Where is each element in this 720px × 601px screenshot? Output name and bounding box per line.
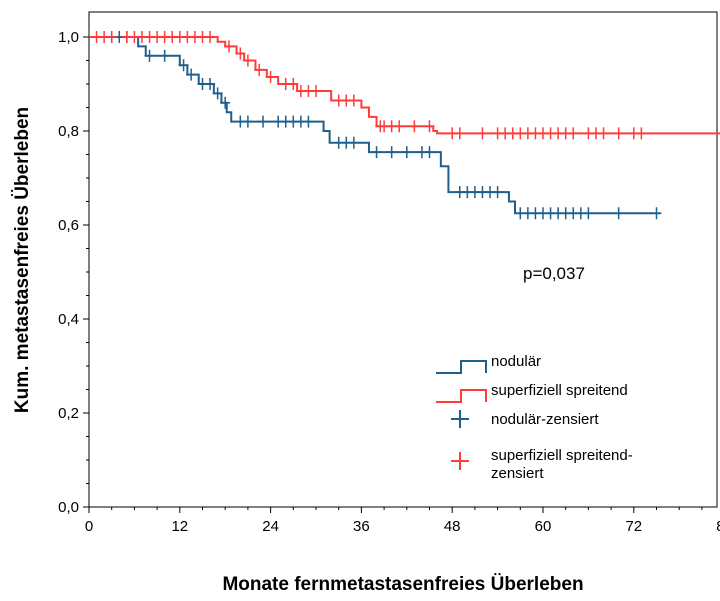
censor-mark bbox=[583, 207, 594, 220]
y-tick-label: 0,6 bbox=[58, 217, 79, 234]
y-tick-label: 0,8 bbox=[58, 123, 79, 140]
series-line-1 bbox=[89, 36, 720, 135]
legend-label-superficial-censored: superfiziell spreitend- zensiert bbox=[491, 447, 637, 482]
legend-label-nodular: nodulär bbox=[491, 353, 541, 370]
y-ticks: 0,0 0,2 0,4 0,6 0,8 1,0 bbox=[58, 29, 89, 516]
censor-mark bbox=[144, 49, 155, 62]
censor-mark bbox=[386, 146, 397, 159]
x-axis-title: Monate fernmetastasenfreies Überleben bbox=[222, 574, 583, 595]
x-tick-label: 36 bbox=[353, 518, 370, 535]
x-ticks: 01224364860728496 bbox=[85, 507, 720, 535]
series-group bbox=[89, 36, 720, 215]
censor-mark bbox=[598, 127, 609, 140]
censor-mark bbox=[212, 87, 223, 100]
x-tick-label: 48 bbox=[444, 518, 461, 535]
censor-mark bbox=[401, 146, 412, 159]
y-axis-title: Kum. metastasenfreies Überleben bbox=[12, 107, 33, 413]
censor-mark bbox=[254, 63, 265, 76]
p-value-annotation: p=0,037 bbox=[523, 264, 585, 283]
censor-mark bbox=[242, 54, 253, 67]
y-tick-label: 0,4 bbox=[58, 311, 79, 328]
series-line-0 bbox=[89, 36, 661, 215]
censor-mark bbox=[636, 127, 647, 140]
censor-mark bbox=[477, 127, 488, 140]
censor-marks bbox=[91, 31, 720, 220]
censor-mark bbox=[242, 115, 253, 128]
plot-area bbox=[88, 11, 718, 508]
censor-mark bbox=[394, 120, 405, 133]
censor-mark bbox=[348, 94, 359, 107]
legend-cross-nodular bbox=[451, 410, 469, 428]
censor-mark bbox=[424, 120, 435, 133]
legend-swatch-superficial bbox=[436, 389, 487, 403]
y-tick-label: 1,0 bbox=[58, 29, 79, 46]
legend-label-superficial-censored-line1: superfiziell spreitend- bbox=[491, 447, 633, 464]
y-tick-label: 0,0 bbox=[58, 499, 79, 516]
x-tick-label: 0 bbox=[85, 518, 93, 535]
censor-mark bbox=[265, 70, 276, 83]
censor-mark bbox=[235, 47, 246, 60]
censor-mark bbox=[220, 96, 231, 109]
x-tick-label: 60 bbox=[535, 518, 552, 535]
legend-label-nodular-censored: nodulär-zensiert bbox=[491, 411, 599, 428]
legend: nodulär superfiziell spreitend nodulär-z… bbox=[436, 353, 637, 482]
censor-mark bbox=[568, 127, 579, 140]
censor-mark bbox=[371, 146, 382, 159]
censor-mark bbox=[613, 127, 624, 140]
censor-mark bbox=[186, 68, 197, 81]
x-tick-label: 72 bbox=[625, 518, 642, 535]
censor-mark bbox=[205, 31, 216, 43]
legend-cross-superficial bbox=[451, 452, 469, 470]
censor-mark bbox=[223, 40, 234, 53]
x-tick-label: 84 bbox=[716, 518, 720, 535]
censor-mark bbox=[424, 146, 435, 159]
censor-mark bbox=[303, 115, 314, 128]
censor-mark bbox=[288, 78, 299, 90]
censor-mark bbox=[348, 136, 359, 149]
censor-mark bbox=[492, 186, 503, 199]
x-tick-label: 24 bbox=[262, 518, 279, 535]
legend-label-superficial-censored-line2: zensiert bbox=[491, 465, 544, 482]
censor-mark bbox=[409, 120, 420, 133]
censor-mark bbox=[258, 115, 269, 128]
censor-mark bbox=[613, 207, 624, 220]
x-tick-label: 12 bbox=[171, 518, 188, 535]
legend-label-superficial: superfiziell spreitend bbox=[491, 382, 628, 399]
y-tick-label: 0,2 bbox=[58, 405, 79, 422]
censor-mark bbox=[178, 59, 189, 72]
censor-mark bbox=[205, 78, 216, 90]
censor-mark bbox=[651, 207, 662, 220]
censor-mark bbox=[106, 31, 117, 43]
censor-mark bbox=[311, 85, 321, 98]
legend-swatch-nodular bbox=[436, 360, 487, 374]
censor-mark bbox=[454, 127, 465, 140]
censor-mark bbox=[159, 49, 170, 62]
